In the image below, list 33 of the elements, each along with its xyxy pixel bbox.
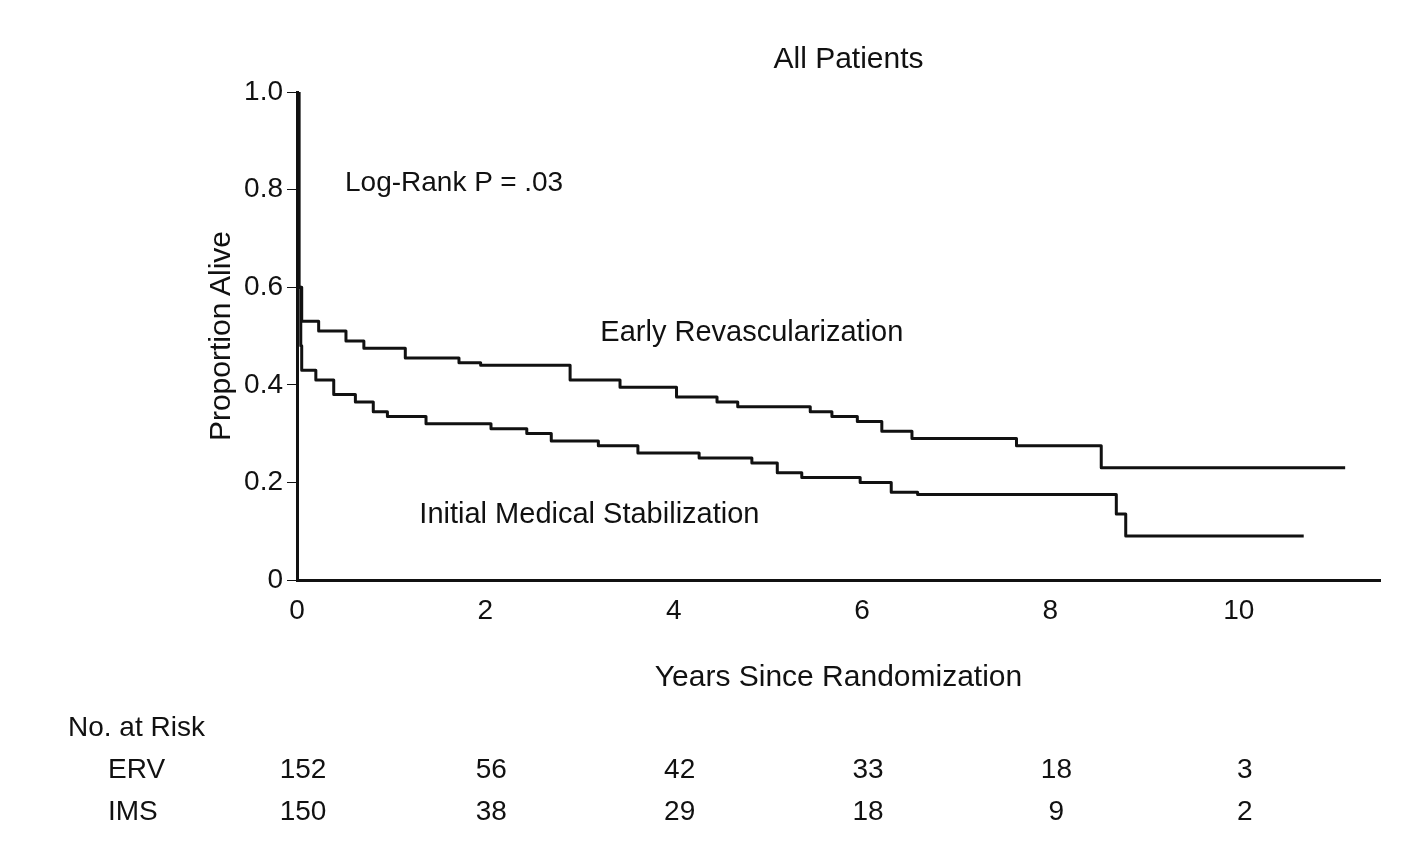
series-label: Early Revascularization [600, 315, 904, 347]
text: ERV [108, 752, 166, 784]
series-label: Initial Medical Stabilization [419, 497, 760, 529]
x-tick-label: 10 [1223, 593, 1255, 625]
y-axis-title: Proportion Alive [203, 230, 237, 442]
text: 3 [1236, 752, 1253, 784]
y-tick-label: 0.6 [244, 269, 283, 301]
x-tick-label: 8 [1042, 593, 1059, 625]
y-tick-label: 0.4 [244, 367, 283, 399]
y-tick-label: 0.8 [244, 172, 283, 204]
x-tick-label: 6 [854, 593, 870, 625]
text: 152 [279, 752, 327, 784]
x-axis-title: Years Since Randomization [654, 659, 1023, 693]
y-tick-label: 0 [267, 562, 283, 594]
text: 29 [664, 794, 696, 826]
text: 150 [279, 794, 327, 826]
text: 38 [475, 794, 507, 826]
x-tick-label: 0 [289, 593, 305, 625]
text: 33 [852, 752, 884, 784]
x-tick-label: 4 [665, 593, 682, 625]
text: No. at Risk [68, 710, 206, 742]
chart-title: All Patients [773, 41, 924, 75]
x-tick-label: 2 [477, 593, 494, 625]
text: 18 [852, 794, 884, 826]
text: 2 [1236, 794, 1253, 826]
text: 18 [1040, 752, 1072, 784]
y-tick-label: 0.2 [244, 465, 283, 497]
text: IMS [108, 794, 158, 826]
annotation: Log-Rank P = .03 [345, 165, 564, 197]
y-tick-label: 1.0 [244, 74, 283, 106]
text: 9 [1048, 794, 1065, 826]
text: 56 [475, 752, 507, 784]
text: 42 [664, 752, 696, 784]
